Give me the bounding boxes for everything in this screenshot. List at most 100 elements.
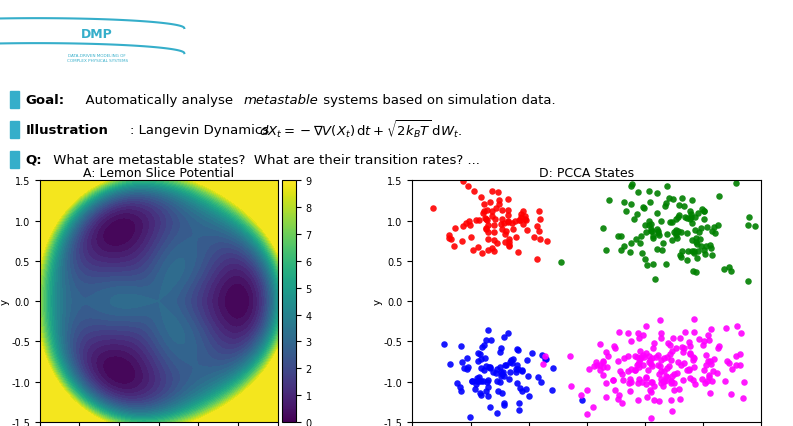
Point xyxy=(481,229,494,236)
Point xyxy=(454,343,467,350)
Point xyxy=(473,217,485,224)
Point xyxy=(510,234,523,241)
Point xyxy=(442,235,455,242)
Point xyxy=(657,355,670,362)
Point xyxy=(490,241,503,248)
Point xyxy=(488,216,501,222)
Point xyxy=(701,377,714,384)
Point xyxy=(448,244,461,250)
Point xyxy=(674,230,687,236)
Point xyxy=(449,225,462,231)
Point xyxy=(498,402,511,409)
Point xyxy=(702,331,714,338)
Point xyxy=(622,368,634,374)
Point xyxy=(600,247,612,253)
Point xyxy=(657,368,670,375)
Text: $dX_t = -\nabla V(X_t)\,\mathrm{d}t + \sqrt{2k_BT}\,\mathrm{d}W_t.$: $dX_t = -\nabla V(X_t)\,\mathrm{d}t + \s… xyxy=(259,119,462,141)
Text: : Langevin Dynamics: : Langevin Dynamics xyxy=(130,124,278,136)
Point xyxy=(655,335,668,342)
Point xyxy=(483,363,496,370)
Point xyxy=(691,248,704,255)
Point xyxy=(707,225,720,231)
Point xyxy=(511,346,524,353)
Point xyxy=(495,368,508,375)
Point xyxy=(646,228,659,235)
Point xyxy=(667,196,680,203)
Point xyxy=(671,235,684,242)
Point xyxy=(684,343,696,350)
Point xyxy=(457,223,469,230)
Point xyxy=(459,220,472,227)
Point xyxy=(614,368,626,374)
Point xyxy=(629,353,642,360)
Point xyxy=(673,386,686,392)
Point xyxy=(521,373,534,380)
Point xyxy=(688,364,700,371)
Point xyxy=(629,367,642,374)
Point xyxy=(532,374,545,381)
Point xyxy=(737,379,750,386)
Point xyxy=(707,356,720,363)
Point xyxy=(647,236,660,242)
Point xyxy=(588,363,600,369)
Point xyxy=(660,201,672,207)
Point xyxy=(675,254,688,261)
Point xyxy=(699,362,712,368)
Point xyxy=(613,391,626,398)
Point xyxy=(662,195,675,202)
Point xyxy=(533,236,546,243)
Point xyxy=(688,316,701,322)
Point xyxy=(647,261,660,268)
Point xyxy=(587,404,600,411)
Point xyxy=(680,215,693,222)
Point xyxy=(531,256,543,262)
Point xyxy=(520,227,533,234)
Point xyxy=(498,221,511,227)
Point xyxy=(504,357,517,363)
Point xyxy=(463,414,476,420)
Point xyxy=(693,336,706,343)
Point xyxy=(496,390,508,397)
Point xyxy=(664,219,676,225)
Point xyxy=(618,199,630,206)
Point xyxy=(707,368,719,375)
Point xyxy=(630,362,643,369)
Text: Illustration: Illustration xyxy=(25,124,109,136)
Point xyxy=(481,247,494,253)
Point xyxy=(638,205,650,212)
Point xyxy=(597,225,610,232)
Point xyxy=(470,375,483,382)
Point xyxy=(661,231,673,238)
Point xyxy=(674,395,687,402)
Point xyxy=(470,378,483,385)
Point xyxy=(594,361,607,368)
Point xyxy=(591,362,603,369)
Point xyxy=(607,343,620,349)
Point xyxy=(697,208,710,215)
Point xyxy=(686,237,699,244)
Point xyxy=(493,364,506,371)
Point xyxy=(502,330,515,337)
Point xyxy=(531,223,544,230)
Point xyxy=(666,334,679,341)
Point xyxy=(491,365,504,372)
Point xyxy=(480,388,492,395)
Point xyxy=(462,363,474,370)
Point xyxy=(723,264,736,271)
Point xyxy=(664,351,676,357)
Point xyxy=(646,363,658,370)
Point xyxy=(686,353,699,360)
Point xyxy=(456,359,469,366)
Point xyxy=(596,363,609,370)
Point xyxy=(644,379,657,386)
Point xyxy=(503,236,515,243)
Point xyxy=(706,228,718,235)
Point xyxy=(602,352,615,359)
Point xyxy=(469,381,482,388)
Point xyxy=(475,364,488,371)
Point xyxy=(622,330,634,337)
Point xyxy=(473,374,485,380)
Point xyxy=(688,250,700,257)
Point xyxy=(473,351,486,358)
Y-axis label: y: y xyxy=(373,298,382,305)
